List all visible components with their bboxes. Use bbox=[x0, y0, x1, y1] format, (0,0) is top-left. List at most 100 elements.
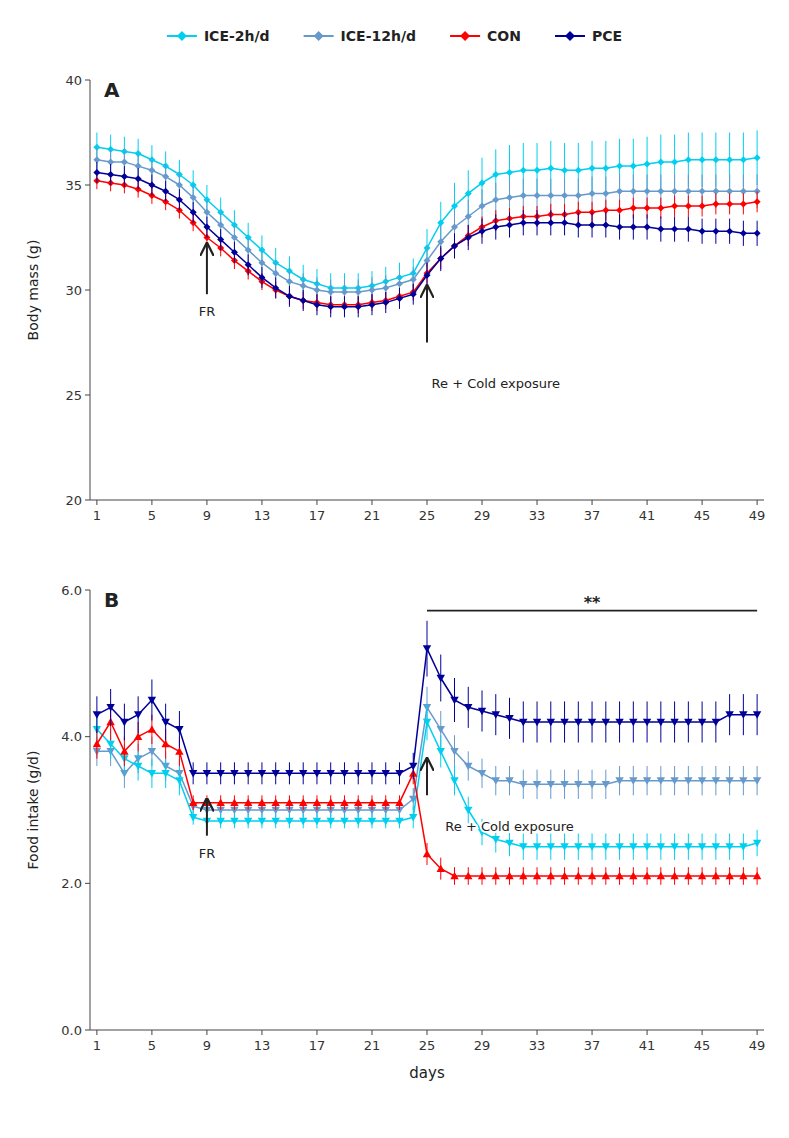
series-marker bbox=[176, 182, 183, 189]
series-marker bbox=[506, 221, 513, 228]
series-marker bbox=[410, 291, 417, 298]
x-tick-label: 25 bbox=[419, 508, 436, 523]
series-marker bbox=[740, 156, 747, 163]
y-tick-label: 35 bbox=[65, 178, 82, 193]
series-marker bbox=[341, 289, 348, 296]
series-marker bbox=[712, 156, 719, 163]
series bbox=[93, 147, 760, 305]
series-marker bbox=[355, 303, 362, 310]
series-marker bbox=[575, 192, 582, 199]
series-marker bbox=[505, 777, 513, 785]
series-marker bbox=[588, 719, 596, 727]
series-marker bbox=[176, 196, 183, 203]
y-tick-label: 30 bbox=[65, 283, 82, 298]
series-marker bbox=[602, 872, 610, 880]
series-marker bbox=[712, 719, 720, 727]
legend-swatch-marker bbox=[565, 31, 575, 41]
series-marker bbox=[175, 747, 183, 755]
series-marker bbox=[396, 280, 403, 287]
series-marker bbox=[148, 697, 156, 705]
x-tick-label: 9 bbox=[203, 508, 211, 523]
plot-data bbox=[93, 621, 762, 885]
series-marker bbox=[534, 219, 541, 226]
series-marker bbox=[712, 200, 719, 207]
y-tick bbox=[85, 395, 90, 396]
series-marker bbox=[451, 242, 458, 249]
y-tick bbox=[85, 290, 90, 291]
series-marker bbox=[478, 872, 486, 880]
panel: 159131721252933374145490.02.04.06.0Food … bbox=[25, 583, 765, 1083]
series-marker bbox=[121, 158, 128, 165]
series-marker bbox=[712, 872, 720, 880]
series-marker bbox=[657, 158, 664, 165]
series-marker bbox=[520, 167, 527, 174]
legend-label: CON bbox=[487, 28, 521, 44]
x-axis-label: days bbox=[409, 1064, 445, 1082]
series-marker bbox=[216, 798, 224, 806]
series-marker bbox=[340, 770, 348, 778]
series-marker bbox=[739, 777, 747, 785]
series-marker bbox=[699, 203, 706, 210]
series-marker bbox=[699, 228, 706, 235]
series-marker bbox=[231, 234, 238, 241]
x-tick-label: 17 bbox=[309, 508, 326, 523]
series-marker bbox=[244, 818, 252, 826]
series-marker bbox=[340, 798, 348, 806]
series-marker bbox=[725, 843, 733, 851]
series-marker bbox=[684, 872, 692, 880]
x-tick bbox=[261, 500, 262, 505]
series-marker bbox=[574, 719, 582, 727]
series-marker bbox=[216, 770, 224, 778]
series-marker bbox=[396, 295, 403, 302]
legend-label: ICE-2h/d bbox=[204, 28, 270, 44]
y-axis-label: Food intake (g/d) bbox=[25, 751, 41, 870]
series-marker bbox=[547, 219, 554, 226]
series-marker bbox=[450, 748, 458, 756]
x-tick-label: 1 bbox=[93, 1038, 101, 1053]
series-line bbox=[97, 722, 757, 876]
series-marker bbox=[230, 818, 238, 826]
x-tick bbox=[151, 500, 152, 505]
series-marker bbox=[272, 270, 279, 277]
x-tick bbox=[206, 1030, 207, 1035]
x-tick bbox=[757, 500, 758, 505]
series-marker bbox=[217, 236, 224, 243]
annotations: FRRe + Cold exposure** bbox=[199, 593, 757, 861]
series-marker bbox=[684, 777, 692, 785]
y-tick bbox=[85, 185, 90, 186]
series-marker bbox=[657, 777, 665, 785]
series-marker bbox=[753, 711, 761, 719]
series-marker bbox=[519, 843, 527, 851]
annotation-arrow bbox=[426, 759, 428, 796]
series-marker bbox=[464, 872, 472, 880]
series-marker bbox=[162, 188, 169, 195]
series-marker bbox=[685, 156, 692, 163]
series-marker bbox=[560, 719, 568, 727]
series-marker bbox=[271, 818, 279, 826]
series-marker bbox=[299, 798, 307, 806]
series-marker bbox=[588, 843, 596, 851]
series-marker bbox=[547, 192, 554, 199]
series-marker bbox=[341, 303, 348, 310]
series-marker bbox=[739, 872, 747, 880]
series-marker bbox=[725, 711, 733, 719]
series-marker bbox=[560, 781, 568, 789]
legend-item: PCE bbox=[555, 28, 622, 44]
series-marker bbox=[340, 818, 348, 826]
annotation: FR bbox=[199, 846, 216, 861]
series-marker bbox=[148, 748, 156, 756]
series-marker bbox=[271, 798, 279, 806]
series-marker bbox=[203, 224, 210, 231]
annotation: Re + Cold exposure bbox=[445, 819, 573, 834]
series-marker bbox=[285, 818, 293, 826]
series-marker bbox=[602, 165, 609, 172]
y-tick bbox=[85, 883, 90, 884]
series-marker bbox=[189, 814, 197, 822]
series-marker bbox=[698, 872, 706, 880]
series-marker bbox=[644, 161, 651, 168]
x-tick-label: 45 bbox=[694, 508, 711, 523]
series bbox=[93, 130, 760, 302]
legend-label: ICE-12h/d bbox=[341, 28, 416, 44]
series-marker bbox=[561, 167, 568, 174]
series-marker bbox=[327, 798, 335, 806]
